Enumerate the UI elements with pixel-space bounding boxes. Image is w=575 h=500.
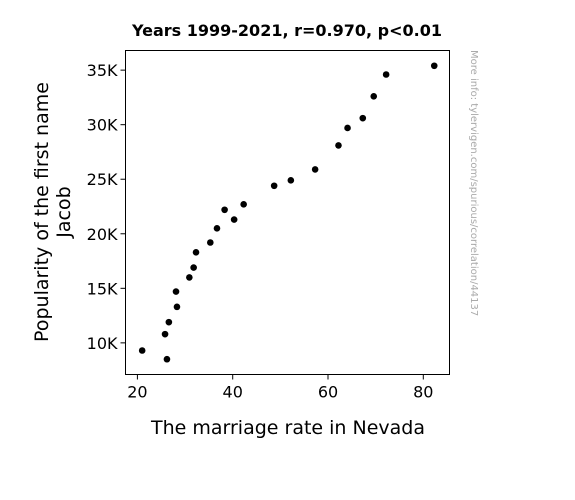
data-point-10	[240, 201, 247, 208]
x-tick-label-80: 80	[413, 383, 433, 402]
data-point-17	[186, 274, 193, 281]
data-point-22	[138, 347, 146, 354]
data-point-16	[190, 264, 197, 271]
data-point-15	[192, 249, 200, 256]
data-point-13	[213, 225, 221, 232]
data-point-18	[172, 288, 180, 295]
data-point-7	[311, 166, 319, 173]
y-tick-label-20K: 20K	[87, 225, 118, 244]
data-point-4	[359, 114, 367, 122]
data-point-5	[344, 124, 351, 132]
data-point-19	[173, 303, 181, 311]
y-tick-label-25K: 25K	[87, 170, 118, 189]
data-point-11	[221, 206, 228, 214]
data-point-1	[430, 62, 438, 70]
watermark-text: More info: tylervigen.com/spurious/corre…	[468, 50, 479, 316]
data-point-6	[335, 142, 342, 149]
y-tick-label-30K: 30K	[87, 116, 118, 135]
chart-title: Years 1999-2021, r=0.970, p<0.01	[131, 21, 442, 40]
points-layer	[138, 62, 438, 363]
y-axis-label: Popularity of the first name Jacob	[31, 82, 75, 342]
y-axis-label-line-2: Jacob	[53, 186, 75, 238]
x-tick-label-40: 40	[223, 383, 243, 402]
y-axis-ticks: 10K 15K 20K 25K 30K 35K	[87, 61, 126, 353]
x-tick-label-20: 20	[127, 383, 147, 402]
data-point-2	[382, 71, 390, 78]
x-axis-label: The marriage rate in Nevada	[150, 417, 425, 439]
x-axis-ticks: 20 40 60 80	[127, 374, 433, 402]
y-tick-label-15K: 15K	[87, 279, 118, 298]
y-tick-label-35K: 35K	[87, 61, 118, 80]
x-tick-label-60: 60	[318, 383, 338, 402]
data-point-9	[270, 182, 278, 190]
plot-frame	[125, 50, 450, 375]
y-axis-label-line-1: Popularity of the first name	[31, 82, 53, 342]
plot-area	[125, 50, 450, 375]
data-point-3	[370, 93, 378, 100]
data-point-20	[165, 318, 173, 326]
y-tick-label-10K: 10K	[87, 334, 118, 353]
data-point-14	[207, 239, 214, 246]
data-point-21	[161, 330, 169, 338]
data-point-8	[287, 177, 295, 184]
data-point-12	[230, 216, 238, 223]
data-point-23	[163, 355, 171, 363]
